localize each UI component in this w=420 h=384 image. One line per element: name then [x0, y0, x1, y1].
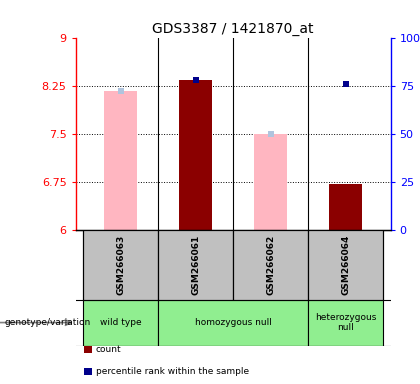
Text: homozygous null: homozygous null [194, 318, 272, 327]
Bar [158, 300, 308, 346]
Text: genotype/variation: genotype/variation [4, 318, 90, 327]
Text: GSM266061: GSM266061 [191, 235, 200, 295]
Text: GSM266063: GSM266063 [116, 235, 125, 295]
Text: GSM266062: GSM266062 [266, 235, 275, 295]
Text: count: count [96, 345, 121, 354]
Bar [254, 134, 287, 230]
Bar [83, 230, 158, 300]
Bar [329, 184, 362, 230]
Bar [83, 300, 158, 346]
Text: percentile rank within the sample: percentile rank within the sample [96, 367, 249, 376]
Bar [158, 230, 233, 300]
Bar [179, 80, 213, 230]
Bar [104, 91, 137, 230]
Bar [308, 230, 383, 300]
Bar [308, 300, 383, 346]
Text: wild type: wild type [100, 318, 142, 327]
Bar [233, 230, 308, 300]
Text: heterozygous
null: heterozygous null [315, 313, 376, 332]
Title: GDS3387 / 1421870_at: GDS3387 / 1421870_at [152, 22, 314, 36]
Text: GSM266064: GSM266064 [341, 235, 350, 295]
